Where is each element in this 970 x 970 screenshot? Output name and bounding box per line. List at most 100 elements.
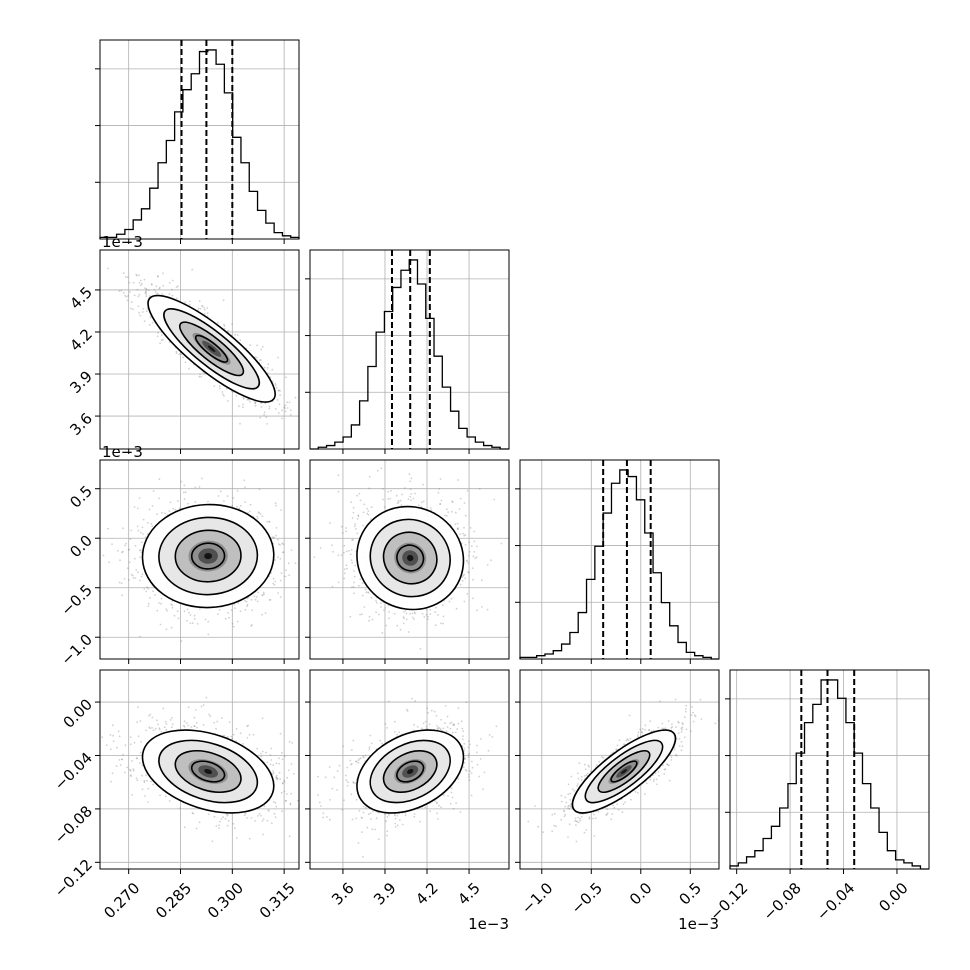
scatter-point <box>139 556 141 558</box>
scatter-point <box>139 751 142 754</box>
scatter-point <box>362 511 365 514</box>
scatter-point <box>102 554 105 557</box>
scatter-point <box>122 550 124 553</box>
scatter-point <box>276 778 278 781</box>
scatter-point <box>126 299 129 302</box>
scatter-point <box>361 613 363 616</box>
scatter-point <box>463 600 466 603</box>
scatter-point <box>218 609 221 611</box>
scatter-point <box>176 610 179 613</box>
scatter-point <box>180 353 183 356</box>
scatter-point <box>151 284 153 286</box>
scatter-point <box>234 333 237 336</box>
scatter-point <box>353 592 355 595</box>
scatter-point <box>137 529 140 532</box>
scatter-point <box>188 303 191 306</box>
scatter-point <box>124 276 127 278</box>
scatter-point <box>287 562 290 565</box>
scatter-point <box>145 310 148 312</box>
scatter-point <box>419 648 422 650</box>
scatter-point <box>195 721 198 724</box>
scatter-point <box>351 561 354 564</box>
scatter-point <box>260 406 263 408</box>
scatter-point <box>111 772 114 775</box>
scatter-point <box>176 285 179 288</box>
scatter-point <box>191 268 194 271</box>
scatter-point <box>368 487 371 490</box>
scatter-point <box>282 551 285 554</box>
scatter-point <box>194 501 197 503</box>
scatter-point <box>257 511 260 513</box>
contour-line <box>163 308 261 390</box>
scatter-point <box>302 750 304 752</box>
scatter-point <box>500 542 503 545</box>
scatter-point <box>265 416 268 419</box>
scatter-point <box>120 289 123 292</box>
scatter-point <box>267 363 270 366</box>
scatter-point <box>472 578 474 581</box>
scatter-point <box>367 591 369 593</box>
scatter-point <box>281 751 283 754</box>
scatter-point <box>158 602 160 604</box>
scatter-point <box>370 518 372 520</box>
scatter-point <box>388 617 390 620</box>
scatter-point <box>183 610 186 613</box>
scatter-point <box>119 559 121 562</box>
scatter-point <box>194 486 197 489</box>
scatter-point <box>127 549 130 551</box>
scatter-point <box>396 502 399 504</box>
scatter-point <box>122 291 125 294</box>
scatter-point <box>215 727 217 730</box>
scatter-point <box>340 525 343 528</box>
scatter-point <box>351 517 354 519</box>
scatter-point <box>390 489 392 492</box>
scatter-point <box>135 569 138 571</box>
scatter-point <box>263 805 266 808</box>
histogram-step <box>99 49 300 239</box>
scatter-point <box>402 622 405 625</box>
scatter-point <box>130 307 132 310</box>
scatter-point <box>127 295 130 297</box>
scatter-point <box>273 812 276 815</box>
panel-content <box>101 696 304 843</box>
scatter-point <box>382 498 384 501</box>
scatter-point <box>467 571 469 573</box>
scatter-point <box>193 614 196 617</box>
scatter-point <box>185 722 188 724</box>
scatter-point <box>365 591 368 594</box>
y-tick-label: 4.5 <box>66 283 96 313</box>
scatter-point <box>381 632 384 634</box>
scatter-point <box>439 503 442 505</box>
scatter-point <box>281 758 284 761</box>
scatter-point <box>478 487 481 490</box>
grid-lines <box>100 68 299 183</box>
panel-frame <box>309 249 510 450</box>
scatter-point <box>257 591 260 594</box>
scatter-point <box>473 530 476 533</box>
scatter-point <box>353 581 355 584</box>
scatter-point <box>193 716 196 719</box>
scatter-point <box>218 387 221 390</box>
scatter-point <box>159 286 161 289</box>
scatter-point <box>454 511 457 514</box>
scatter-point <box>354 525 356 528</box>
scatter-point <box>254 404 257 407</box>
scatter-point <box>279 558 282 560</box>
scatter-point <box>168 510 171 512</box>
scatter-point <box>261 515 264 518</box>
scatter-point <box>225 387 228 390</box>
scatter-point <box>223 734 226 737</box>
scatter-point <box>183 826 186 829</box>
scatter-point <box>468 571 470 574</box>
scatter-point <box>76 245 78 247</box>
scatter-point <box>384 607 387 609</box>
scatter-point <box>228 721 231 724</box>
scatter-point <box>279 732 282 735</box>
density-fill <box>204 552 213 560</box>
scatter-point <box>354 564 357 567</box>
scatter-point <box>368 475 371 478</box>
scatter-point <box>146 522 149 524</box>
scatter-point <box>232 822 235 825</box>
scatter-point <box>408 473 411 476</box>
scatter-point <box>255 596 258 598</box>
